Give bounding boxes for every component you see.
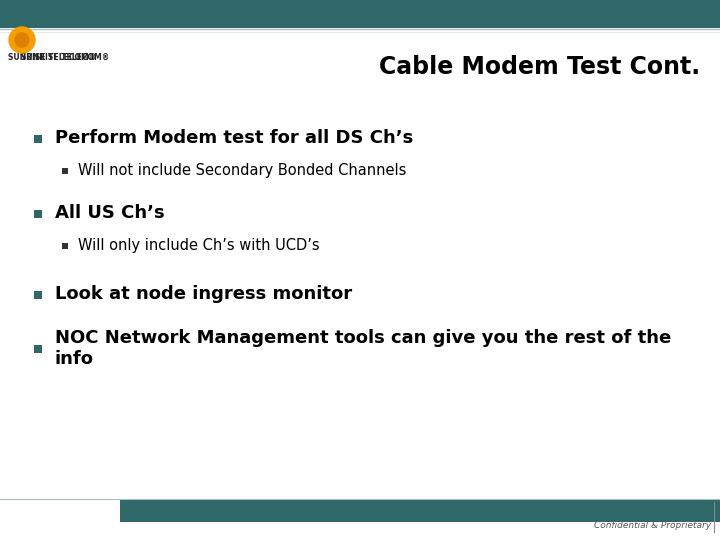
Bar [34, 134, 42, 143]
Circle shape [15, 33, 29, 47]
Bar [34, 345, 42, 353]
Text: Confidential & Proprietary: Confidential & Proprietary [594, 521, 711, 530]
Text: NOC Network Management tools can give you the rest of the
info: NOC Network Management tools can give yo… [55, 329, 671, 368]
Text: Look at node ingress monitor: Look at node ingress monitor [55, 285, 352, 303]
Bar [34, 210, 42, 218]
Circle shape [9, 27, 35, 53]
Text: Will only include Ch’s with UCD’s: Will only include Ch’s with UCD’s [78, 238, 320, 253]
Bar [120, 500, 720, 522]
Bar [62, 167, 68, 173]
Text: Cable Modem Test Cont.: Cable Modem Test Cont. [379, 55, 700, 79]
Text: Will not include Secondary Bonded Channels: Will not include Secondary Bonded Channe… [78, 163, 406, 178]
Bar [0, 0, 720, 28]
Text: All US Ch’s: All US Ch’s [55, 204, 165, 222]
Text: SUNRISE TELECOM®: SUNRISE TELECOM® [8, 53, 96, 62]
Text: SUNRISE TELECOM®: SUNRISE TELECOM® [21, 53, 109, 62]
Bar [34, 291, 42, 299]
Text: Perform Modem test for all DS Ch’s: Perform Modem test for all DS Ch’s [55, 129, 413, 147]
Bar [62, 243, 68, 249]
